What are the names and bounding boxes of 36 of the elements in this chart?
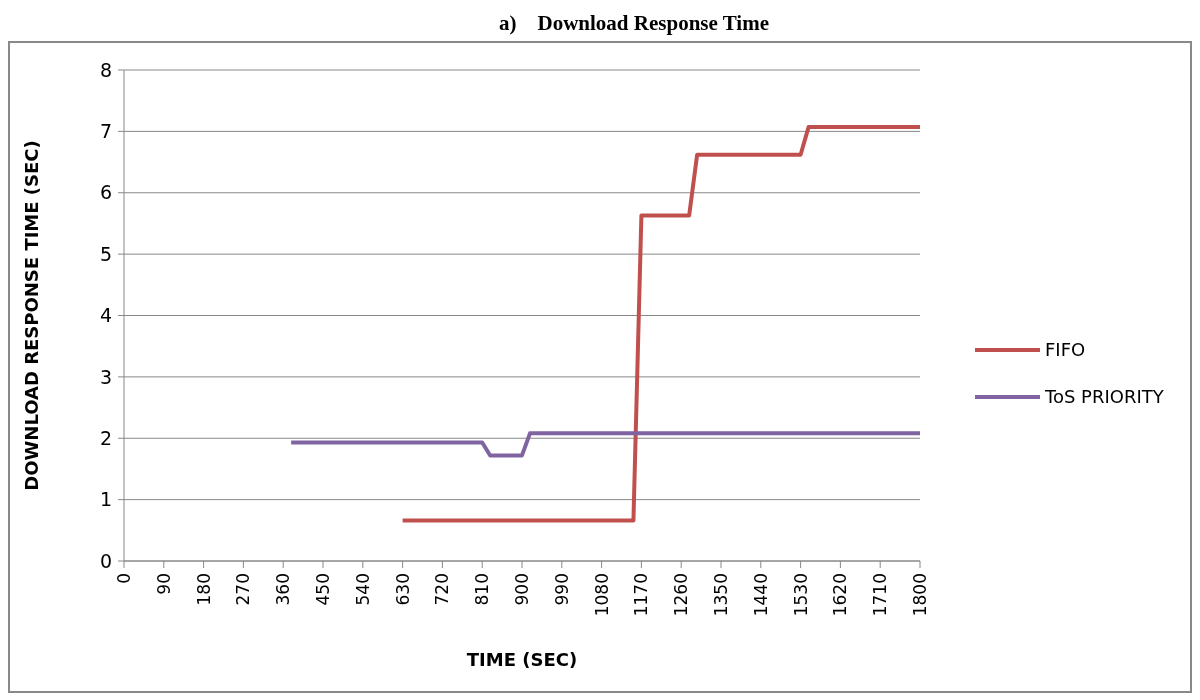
x-tick-label: 90 [153,573,174,595]
y-tick-label: 1 [99,488,112,511]
x-tick-label: 180 [193,573,214,606]
x-tick-label: 540 [352,573,373,606]
x-tick-label: 720 [432,573,453,606]
x-tick-label: 360 [273,573,294,606]
chart-title: a) Download Response Time [499,11,769,35]
x-tick-label: 0 [113,573,134,584]
x-tick-label: 1710 [870,573,891,617]
y-tick-label: 3 [99,365,112,388]
legend-label: ToS PRIORITY [1044,386,1165,408]
x-tick-label: 810 [472,573,493,606]
x-tick-label: 990 [551,573,572,606]
x-tick-label: 270 [233,573,254,606]
x-tick-label: 1800 [909,573,930,617]
legend-label: FIFO [1045,339,1086,361]
x-tick-label: 1530 [790,573,811,617]
x-tick-label: 1620 [830,573,851,617]
x-tick-label: 900 [511,573,532,606]
y-axis-title: DOWNLOAD RESPONSE TIME (SEC) [21,140,42,491]
y-tick-label: 4 [99,304,112,327]
y-tick-label: 2 [99,426,112,449]
x-tick-label: 1170 [631,573,652,617]
x-tick-label: 450 [312,573,333,606]
line-series [400,125,922,523]
x-tick-label: 1080 [591,573,612,617]
y-tick-label: 5 [99,242,112,265]
x-tick-label: 1440 [750,573,771,617]
x-axis-title: TIME (SEC) [466,649,578,670]
x-tick-label: 630 [392,573,413,606]
x-tick-label: 1350 [710,573,731,617]
y-tick-label: 6 [99,181,112,204]
y-tick-label: 8 [99,58,112,81]
y-tick-label: 7 [99,120,112,143]
y-tick-label: 0 [99,549,112,572]
x-tick-label: 1260 [671,573,692,617]
